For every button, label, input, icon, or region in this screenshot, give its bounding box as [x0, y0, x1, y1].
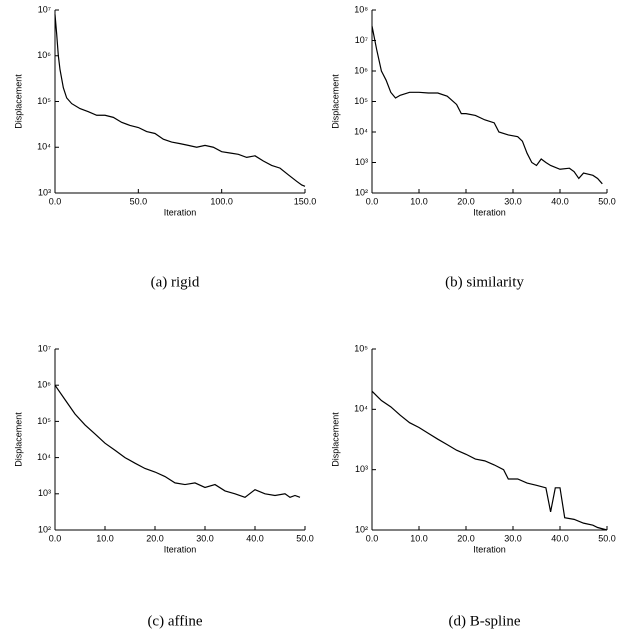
y-tick-label: 10⁶ — [354, 65, 368, 75]
x-tick-label: 10.0 — [410, 533, 428, 543]
y-tick-label: 10³ — [38, 187, 51, 197]
x-tick-label: 10.0 — [96, 533, 114, 543]
x-tick-label: 30.0 — [504, 196, 522, 206]
y-tick-label: 10⁴ — [354, 126, 368, 136]
x-tick-label: 0.0 — [366, 196, 379, 206]
y-tick-label: 10⁴ — [354, 404, 368, 414]
y-tick-label: 10⁷ — [38, 343, 51, 353]
x-tick-label: 100.0 — [210, 196, 233, 206]
y-tick-label: 10⁵ — [37, 416, 51, 426]
y-axis-label: Displacement — [330, 74, 340, 129]
line — [371, 390, 608, 531]
caption: (d) B-spline — [448, 613, 520, 629]
x-tick-label: 40.0 — [551, 196, 569, 206]
y-tick-label: 10³ — [38, 488, 51, 498]
y-tick-label: 10⁶ — [37, 380, 51, 390]
x-tick-label: 30.0 — [504, 533, 522, 543]
x-tick-label: 50.0 — [296, 533, 314, 543]
y-tick-label: 10⁵ — [354, 96, 368, 106]
y-axis-label: Displacement — [13, 74, 23, 129]
x-axis-label: Iteration — [164, 207, 197, 217]
y-axis-label: Displacement — [13, 412, 23, 467]
y-tick-label: 10⁴ — [37, 142, 51, 152]
x-axis-label: Iteration — [473, 544, 506, 554]
y-tick-label: 10³ — [355, 157, 368, 167]
x-tick-label: 30.0 — [196, 533, 214, 543]
y-tick-label: 10⁵ — [354, 343, 368, 353]
line — [371, 25, 603, 185]
caption: (b) similarity — [445, 274, 524, 290]
y-tick-label: 10⁷ — [355, 35, 368, 45]
y-tick-label: 10³ — [355, 464, 368, 474]
x-tick-label: 0.0 — [49, 533, 62, 543]
y-tick-label: 10² — [355, 187, 368, 197]
caption: (c) affine — [147, 613, 202, 629]
y-tick-label: 10⁵ — [37, 96, 51, 106]
x-tick-label: 50.0 — [130, 196, 148, 206]
x-axis-label: Iteration — [164, 544, 197, 554]
x-tick-label: 0.0 — [366, 533, 379, 543]
y-tick-label: 10⁴ — [37, 452, 51, 462]
x-tick-label: 20.0 — [146, 533, 164, 543]
y-tick-label: 10⁸ — [354, 4, 368, 14]
x-tick-label: 10.0 — [410, 196, 428, 206]
caption: (a) rigid — [151, 274, 200, 290]
y-tick-label: 10² — [355, 524, 368, 534]
y-tick-label: 10⁷ — [38, 4, 51, 14]
line — [54, 384, 301, 498]
x-tick-label: 20.0 — [457, 196, 475, 206]
x-tick-label: 40.0 — [551, 533, 569, 543]
x-tick-label: 150.0 — [294, 196, 317, 206]
x-tick-label: 40.0 — [246, 533, 264, 543]
x-tick-label: 50.0 — [598, 196, 616, 206]
x-tick-label: 20.0 — [457, 533, 475, 543]
x-axis-label: Iteration — [473, 207, 506, 217]
x-tick-label: 50.0 — [598, 533, 616, 543]
line — [54, 14, 306, 187]
y-tick-label: 10² — [38, 524, 51, 534]
y-axis-label: Displacement — [330, 412, 340, 467]
y-tick-label: 10⁶ — [37, 50, 51, 60]
x-tick-label: 0.0 — [49, 196, 62, 206]
